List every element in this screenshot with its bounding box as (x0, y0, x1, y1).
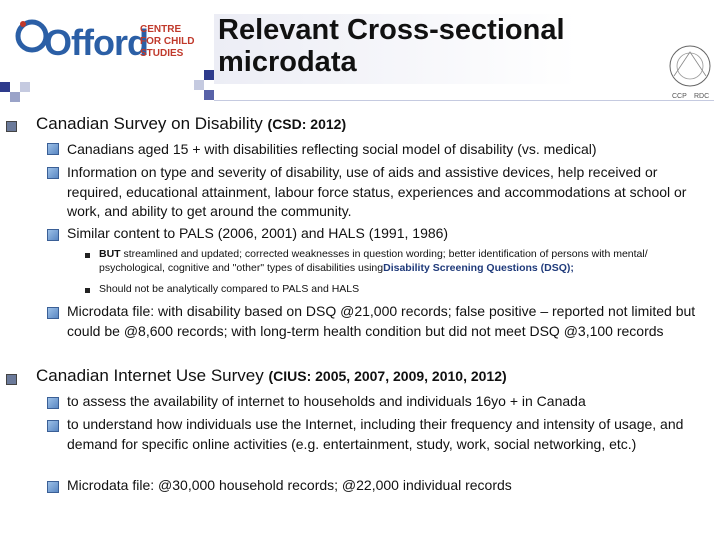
level2-bullet-icon (47, 229, 59, 241)
section-heading: Canadian Survey on Disability (CSD: 2012… (36, 114, 347, 133)
logo-word: Offord (44, 22, 149, 63)
level2-bullet-icon (47, 167, 59, 179)
section-heading: Canadian Internet Use Survey (CIUS: 2005… (36, 366, 507, 385)
level2-bullet-icon (47, 420, 59, 432)
list-item: to assess the availability of internet t… (67, 393, 586, 409)
level1-bullet-icon (6, 374, 17, 385)
level3-bullet-icon (85, 253, 90, 258)
sub-list-item: BUT streamlined and updated; corrected w… (99, 248, 648, 274)
logo-mark-icon (15, 19, 49, 53)
level2-bullet-icon (47, 143, 59, 155)
list-item: to understand how individuals use the In… (67, 416, 684, 452)
decor-square (194, 80, 204, 90)
level2-bullet-icon (47, 481, 59, 493)
slide-title: Relevant Cross-sectional microdata (218, 14, 565, 78)
decor-square (204, 90, 214, 100)
list-item: Information on type and severity of disa… (67, 164, 687, 219)
decor-square (0, 82, 10, 92)
decor-square (10, 92, 20, 102)
svg-text:CCP: CCP (672, 93, 687, 100)
ccp-rdc-seal-icon: CCP RDC (669, 45, 711, 100)
offord-logo: Offord CENTRE FOR CHILD STUDIES (14, 18, 204, 70)
logo-subtitle: CENTRE FOR CHILD STUDIES (140, 24, 195, 59)
list-item: Microdata file: @30,000 household record… (67, 477, 512, 493)
level3-bullet-icon (85, 288, 90, 293)
level1-bullet-icon (6, 121, 17, 132)
level2-bullet-icon (47, 397, 59, 409)
decor-square (204, 70, 214, 80)
svg-text:RDC: RDC (694, 93, 709, 100)
decor-line (214, 100, 714, 101)
level2-bullet-icon (47, 307, 59, 319)
sub-list-item: Should not be analytically compared to P… (99, 283, 360, 295)
list-item: Similar content to PALS (2006, 2001) and… (67, 225, 449, 241)
title-background (214, 14, 642, 84)
list-item: Microdata file: with disability based on… (67, 303, 696, 339)
decor-square (20, 82, 30, 92)
list-item: Canadians aged 15 + with disabilities re… (67, 141, 597, 157)
